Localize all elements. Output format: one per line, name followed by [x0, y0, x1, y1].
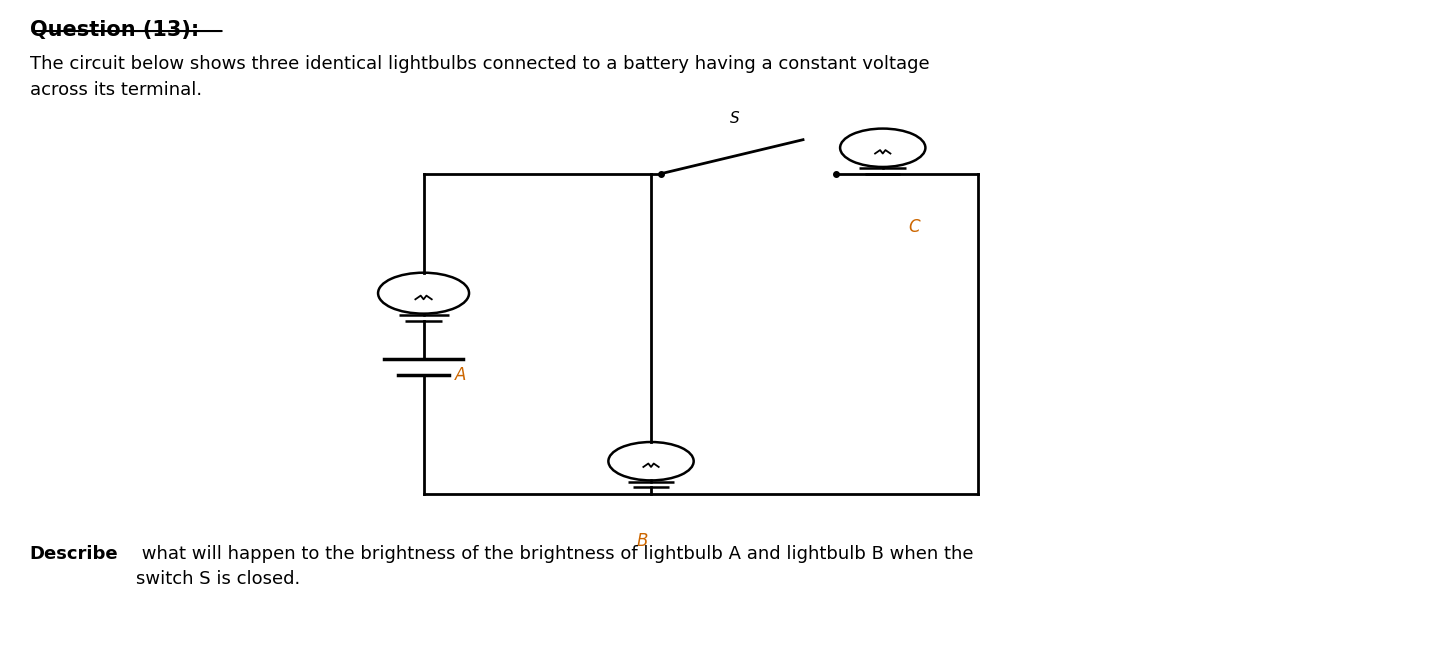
Text: Question (13):: Question (13):: [30, 20, 199, 40]
Text: what will happen to the brightness of the brightness of lightbulb A and lightbul: what will happen to the brightness of th…: [136, 545, 974, 588]
Text: Describe: Describe: [30, 545, 119, 562]
Text: B: B: [636, 532, 648, 550]
Text: S: S: [729, 111, 739, 126]
Text: The circuit below shows three identical lightbulbs connected to a battery having: The circuit below shows three identical …: [30, 55, 930, 99]
Text: C: C: [908, 218, 919, 237]
Text: A: A: [455, 365, 466, 384]
